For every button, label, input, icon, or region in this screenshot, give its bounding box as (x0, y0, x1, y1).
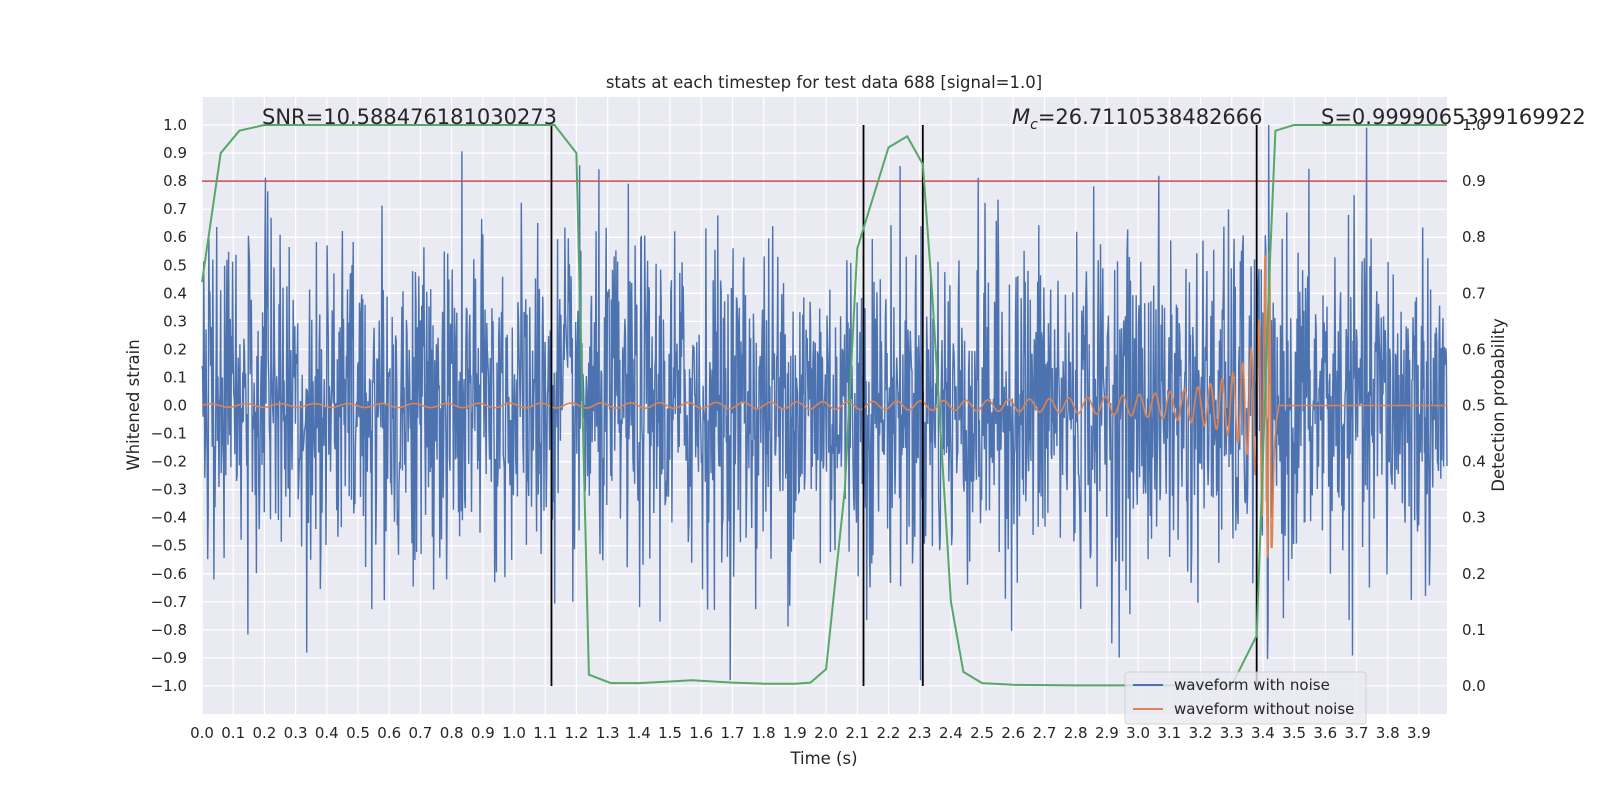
y2-axis-label: Detection probability (1489, 318, 1508, 492)
x-tick-label: 2.7 (1033, 724, 1057, 742)
x-tick-label: 0.8 (440, 724, 464, 742)
y-tick-label: −0.7 (151, 593, 187, 611)
legend-label-clean: waveform without noise (1174, 700, 1354, 718)
y-tick-label: −0.4 (151, 509, 187, 527)
y-tick-label: 0.8 (163, 172, 187, 190)
x-tick-label: 1.7 (721, 724, 745, 742)
y2-tick-label: 0.8 (1462, 228, 1486, 246)
chart-title: stats at each timestep for test data 688… (606, 73, 1042, 92)
y2-tick-label: 0.3 (1462, 509, 1486, 527)
x-tick-label: 2.3 (908, 724, 932, 742)
x-tick-label: 0.6 (377, 724, 401, 742)
x-tick-label: 0.9 (471, 724, 495, 742)
x-tick-label: 1.2 (565, 724, 589, 742)
y-tick-label: −1.0 (151, 677, 187, 695)
y-tick-label: −0.8 (151, 621, 187, 639)
x-tick-label: 2.1 (845, 724, 869, 742)
grid (201, 97, 1447, 714)
x-tick-label: 2.5 (970, 724, 994, 742)
overlay-layer (201, 124, 1447, 687)
x-tick-label: 3.4 (1251, 724, 1275, 742)
x-tick-label: 2.9 (1095, 724, 1119, 742)
y2-tick-label: 0.1 (1462, 621, 1486, 639)
x-tick-label: 2.6 (1001, 724, 1025, 742)
x-tick-label: 0.4 (315, 724, 339, 742)
x-tick-label: 0.7 (408, 724, 432, 742)
x-tick-label: 2.4 (939, 724, 963, 742)
x-tick-label: 0.0 (190, 724, 214, 742)
y-axis-label: Whitened strain (124, 339, 143, 470)
mc-annotation: Mc=26.7110538482666 (1012, 105, 1263, 133)
snr-annotation: SNR=10.588476181030273 (262, 105, 557, 129)
x-tick-label: 3.1 (1157, 724, 1181, 742)
y-tick-label: 1.0 (163, 116, 187, 134)
x-tick-label: 0.1 (221, 724, 245, 742)
mc-subscript: c (1030, 117, 1038, 133)
y-tick-label: 0.0 (163, 397, 187, 415)
x-tick-label: 2.2 (877, 724, 901, 742)
y-tick-label: 0.2 (163, 340, 187, 358)
x-tick-label: 1.4 (627, 724, 651, 742)
x-tick-label: 3.2 (1189, 724, 1213, 742)
series-waveform-with-noise (201, 124, 1448, 681)
legend-label-noise: waveform with noise (1174, 676, 1330, 694)
x-tick-label: 3.8 (1376, 724, 1400, 742)
y2-tick-label: 0.6 (1462, 340, 1486, 358)
y-tick-label: 0.6 (163, 228, 187, 246)
y-tick-label: 0.7 (163, 200, 187, 218)
s-annotation: S=0.9999065399169922 (1321, 105, 1586, 129)
y2-tick-label: 0.2 (1462, 565, 1486, 583)
y-tick-label: 0.5 (163, 256, 187, 274)
x-tick-label: 2.0 (814, 724, 838, 742)
y-tick-label: −0.9 (151, 649, 187, 667)
y-tick-label: 0.4 (163, 284, 187, 302)
y-tick-label: −0.6 (151, 565, 187, 583)
y2-tick-label: 0.0 (1462, 677, 1486, 695)
x-tick-label: 3.0 (1126, 724, 1150, 742)
y-tick-label: 0.1 (163, 368, 187, 386)
x-tick-label: 1.0 (502, 724, 526, 742)
x-tick-label: 3.7 (1345, 724, 1369, 742)
x-tick-label: 2.8 (1064, 724, 1088, 742)
x-tick-label: 1.8 (752, 724, 776, 742)
series-layer (201, 124, 1448, 681)
series-waveform-without-noise (201, 251, 1447, 559)
x-tick-label: 0.2 (252, 724, 276, 742)
mc-symbol: M (1012, 105, 1030, 129)
x-tick-label: 3.9 (1407, 724, 1431, 742)
mc-value: =26.7110538482666 (1038, 105, 1263, 129)
y-tick-label: −0.5 (151, 537, 187, 555)
legend: waveform with noise waveform without noi… (1124, 671, 1367, 725)
y2-tick-label: 0.9 (1462, 172, 1486, 190)
y-tick-label: −0.2 (151, 453, 187, 471)
y2-tick-label: 0.4 (1462, 453, 1486, 471)
y2-tick-label: 1.0 (1462, 116, 1486, 134)
y-tick-label: −0.3 (151, 481, 187, 499)
y-tick-label: 0.3 (163, 312, 187, 330)
x-tick-label: 0.3 (284, 724, 308, 742)
y-tick-label: 0.9 (163, 144, 187, 162)
x-tick-label: 3.6 (1313, 724, 1337, 742)
legend-box (1124, 671, 1367, 725)
x-tick-label: 1.5 (658, 724, 682, 742)
x-axis-label: Time (s) (789, 749, 857, 768)
series-detection-probability (201, 124, 1447, 687)
y2-tick-label: 0.5 (1462, 397, 1486, 415)
x-tick-label: 3.5 (1282, 724, 1306, 742)
x-tick-label: 0.5 (346, 724, 370, 742)
ticks: 0.0 0.1 0.2 0.3 0.4 0.5 0.6 0.7 0.8 0.9 1.0 1.1 1.2 1… (151, 116, 1486, 742)
x-tick-label: 1.6 (689, 724, 713, 742)
x-tick-label: 3.3 (1220, 724, 1244, 742)
x-tick-label: 1.9 (783, 724, 807, 742)
x-tick-label: 1.1 (533, 724, 557, 742)
x-tick-label: 1.3 (596, 724, 620, 742)
y2-tick-label: 0.7 (1462, 284, 1486, 302)
y-tick-label: −0.1 (151, 425, 187, 443)
